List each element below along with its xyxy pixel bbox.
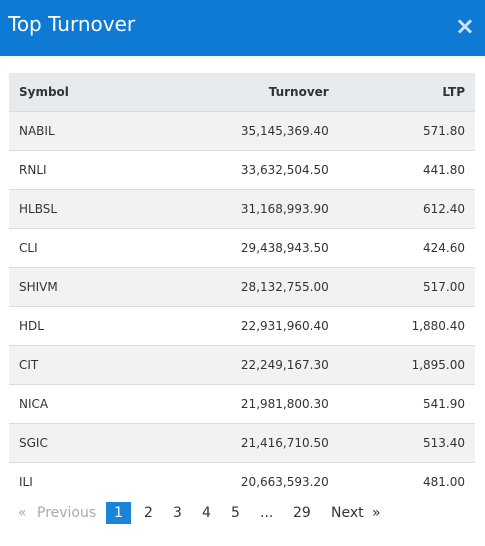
table-cell: HLBSL: [9, 189, 139, 229]
prev-icon: «: [18, 505, 27, 521]
table-row: RNLI 33,632,504.50 441.80: [9, 150, 475, 190]
page-button[interactable]: 29: [293, 505, 311, 521]
table-cell: RNLI: [9, 150, 139, 190]
page-button[interactable]: 2: [144, 505, 153, 521]
table-cell: 35,145,369.40: [138, 111, 339, 151]
table-cell: SGIC: [9, 423, 139, 463]
column-header: Symbol: [9, 73, 139, 112]
table-cell: NABIL: [9, 111, 139, 151]
table-cell: 28,132,755.00: [138, 267, 339, 307]
table-cell: 424.60: [338, 228, 475, 268]
prev-button: Previous: [37, 505, 97, 521]
page-button[interactable]: 4: [202, 505, 211, 521]
table-body: NABIL 35,145,369.40 571.80 RNLI 33,632,504.5…: [9, 111, 475, 501]
table-row: HLBSL 31,168,993.90 612.40: [9, 189, 475, 229]
table-cell: SHIVM: [9, 267, 139, 307]
table-row: CLI 29,438,943.50 424.60: [9, 228, 475, 268]
page-button[interactable]: 5: [231, 505, 240, 521]
modal-title: Top Turnover: [8, 12, 136, 36]
table-row: CIT 22,249,167.30 1,895.00: [9, 345, 475, 385]
page-button[interactable]: 3: [173, 505, 182, 521]
table-cell: 1,895.00: [338, 345, 475, 385]
modal-header: Top Turnover ×: [0, 0, 485, 56]
table-cell: 31,168,993.90: [138, 189, 339, 229]
table-cell: 1,880.40: [338, 306, 475, 346]
table-cell: 541.90: [338, 384, 475, 424]
table-row: NICA 21,981,800.30 541.90: [9, 384, 475, 424]
table-cell: 517.00: [338, 267, 475, 307]
table-row: NABIL 35,145,369.40 571.80: [9, 111, 475, 151]
table-cell: 20,663,593.20: [138, 462, 339, 501]
page-button[interactable]: 1: [106, 502, 131, 524]
table-cell: 29,438,943.50: [138, 228, 339, 268]
table-cell: 33,632,504.50: [138, 150, 339, 190]
ellipsis: ...: [260, 505, 274, 521]
table-cell: HDL: [9, 306, 139, 346]
table-cell: NICA: [9, 384, 139, 424]
table-cell: 612.40: [338, 189, 475, 229]
table-cell: 571.80: [338, 111, 475, 151]
table-cell: 21,416,710.50: [138, 423, 339, 463]
table-row: HDL 22,931,960.40 1,880.40: [9, 306, 475, 346]
table-cell: CLI: [9, 228, 139, 268]
table-cell: 441.80: [338, 150, 475, 190]
table-header: Symbol Turnover LTP: [9, 73, 475, 112]
close-button[interactable]: ×: [454, 12, 475, 40]
table-cell: 22,249,167.30: [138, 345, 339, 385]
table-row: ILI 20,663,593.20 481.00: [9, 462, 475, 501]
table-row: SGIC 21,416,710.50 513.40: [9, 423, 475, 463]
table-cell: 21,981,800.30: [138, 384, 339, 424]
turnover-table: Symbol Turnover LTP NABIL 35,145,369.40 571.…: [9, 73, 475, 501]
table-row: SHIVM 28,132,755.00 517.00: [9, 267, 475, 307]
table-cell: 513.40: [338, 423, 475, 463]
next-icon[interactable]: »: [372, 505, 381, 521]
table-cell: CIT: [9, 345, 139, 385]
table-cell: 481.00: [338, 462, 475, 501]
table-cell: 22,931,960.40: [138, 306, 339, 346]
table-cell: ILI: [9, 462, 139, 501]
pagination: « Previous 1 2 3 4 5 ... 29 Next »: [0, 502, 485, 524]
next-button[interactable]: Next: [331, 505, 364, 521]
column-header: Turnover: [138, 73, 339, 112]
column-header: LTP: [338, 73, 475, 112]
